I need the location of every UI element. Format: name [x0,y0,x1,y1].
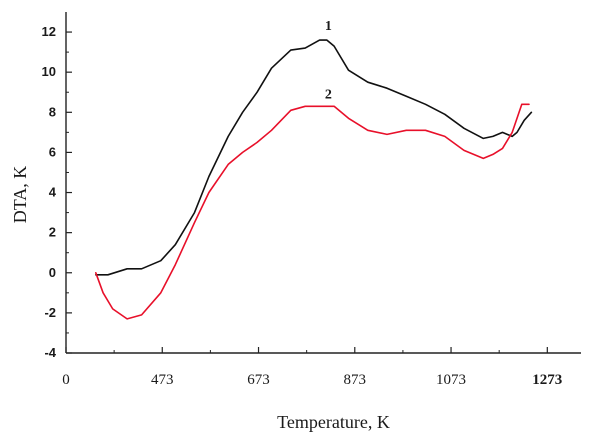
series-line-1 [95,39,533,276]
x-tick-label: 873 [344,372,367,388]
series-line-2 [95,103,530,320]
series-annotation-2: 2 [325,87,332,102]
x-tick-label: 1073 [436,372,466,388]
x-tick-label: 673 [247,372,270,388]
y-tick-label: -4 [44,345,56,360]
y-tick-label: 6 [49,144,56,159]
y-tick-label: 0 [49,265,56,280]
y-tick-label: 2 [49,225,56,240]
x-tick-label: 0 [62,372,70,388]
series-annotation-1: 1 [325,19,332,34]
y-tick-label: 8 [49,104,56,119]
y-tick-label: 12 [42,24,56,39]
y-tick-label: 10 [42,64,56,79]
x-tick-label: 1273 [532,372,562,388]
x-tick-label: 473 [151,372,174,388]
y-tick-label: -2 [44,305,56,320]
y-tick-label: 4 [49,185,57,200]
y-axis-title: DTA, K [10,166,30,224]
x-axis-title: Temperature, K [277,412,390,432]
